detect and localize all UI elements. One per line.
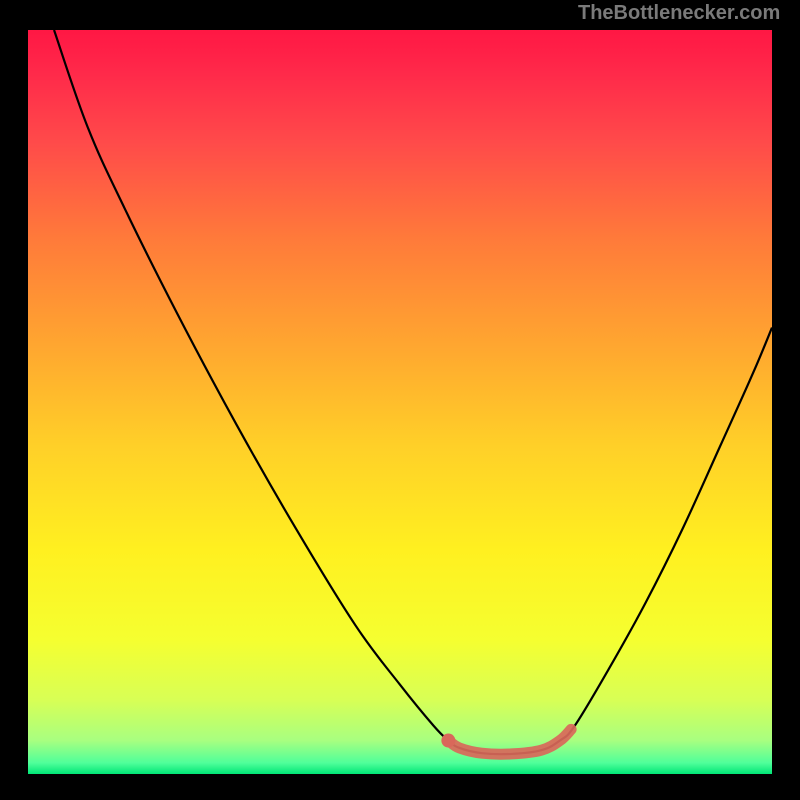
watermark-text: TheBottlenecker.com: [578, 2, 780, 25]
main-curve: [54, 30, 772, 754]
bottleneck-curve: [28, 30, 772, 774]
optimal-start-marker: [441, 734, 455, 748]
chart-container: TheBottlenecker.com: [0, 0, 800, 800]
plot-area: [28, 30, 772, 774]
optimal-range-highlight: [448, 729, 571, 754]
